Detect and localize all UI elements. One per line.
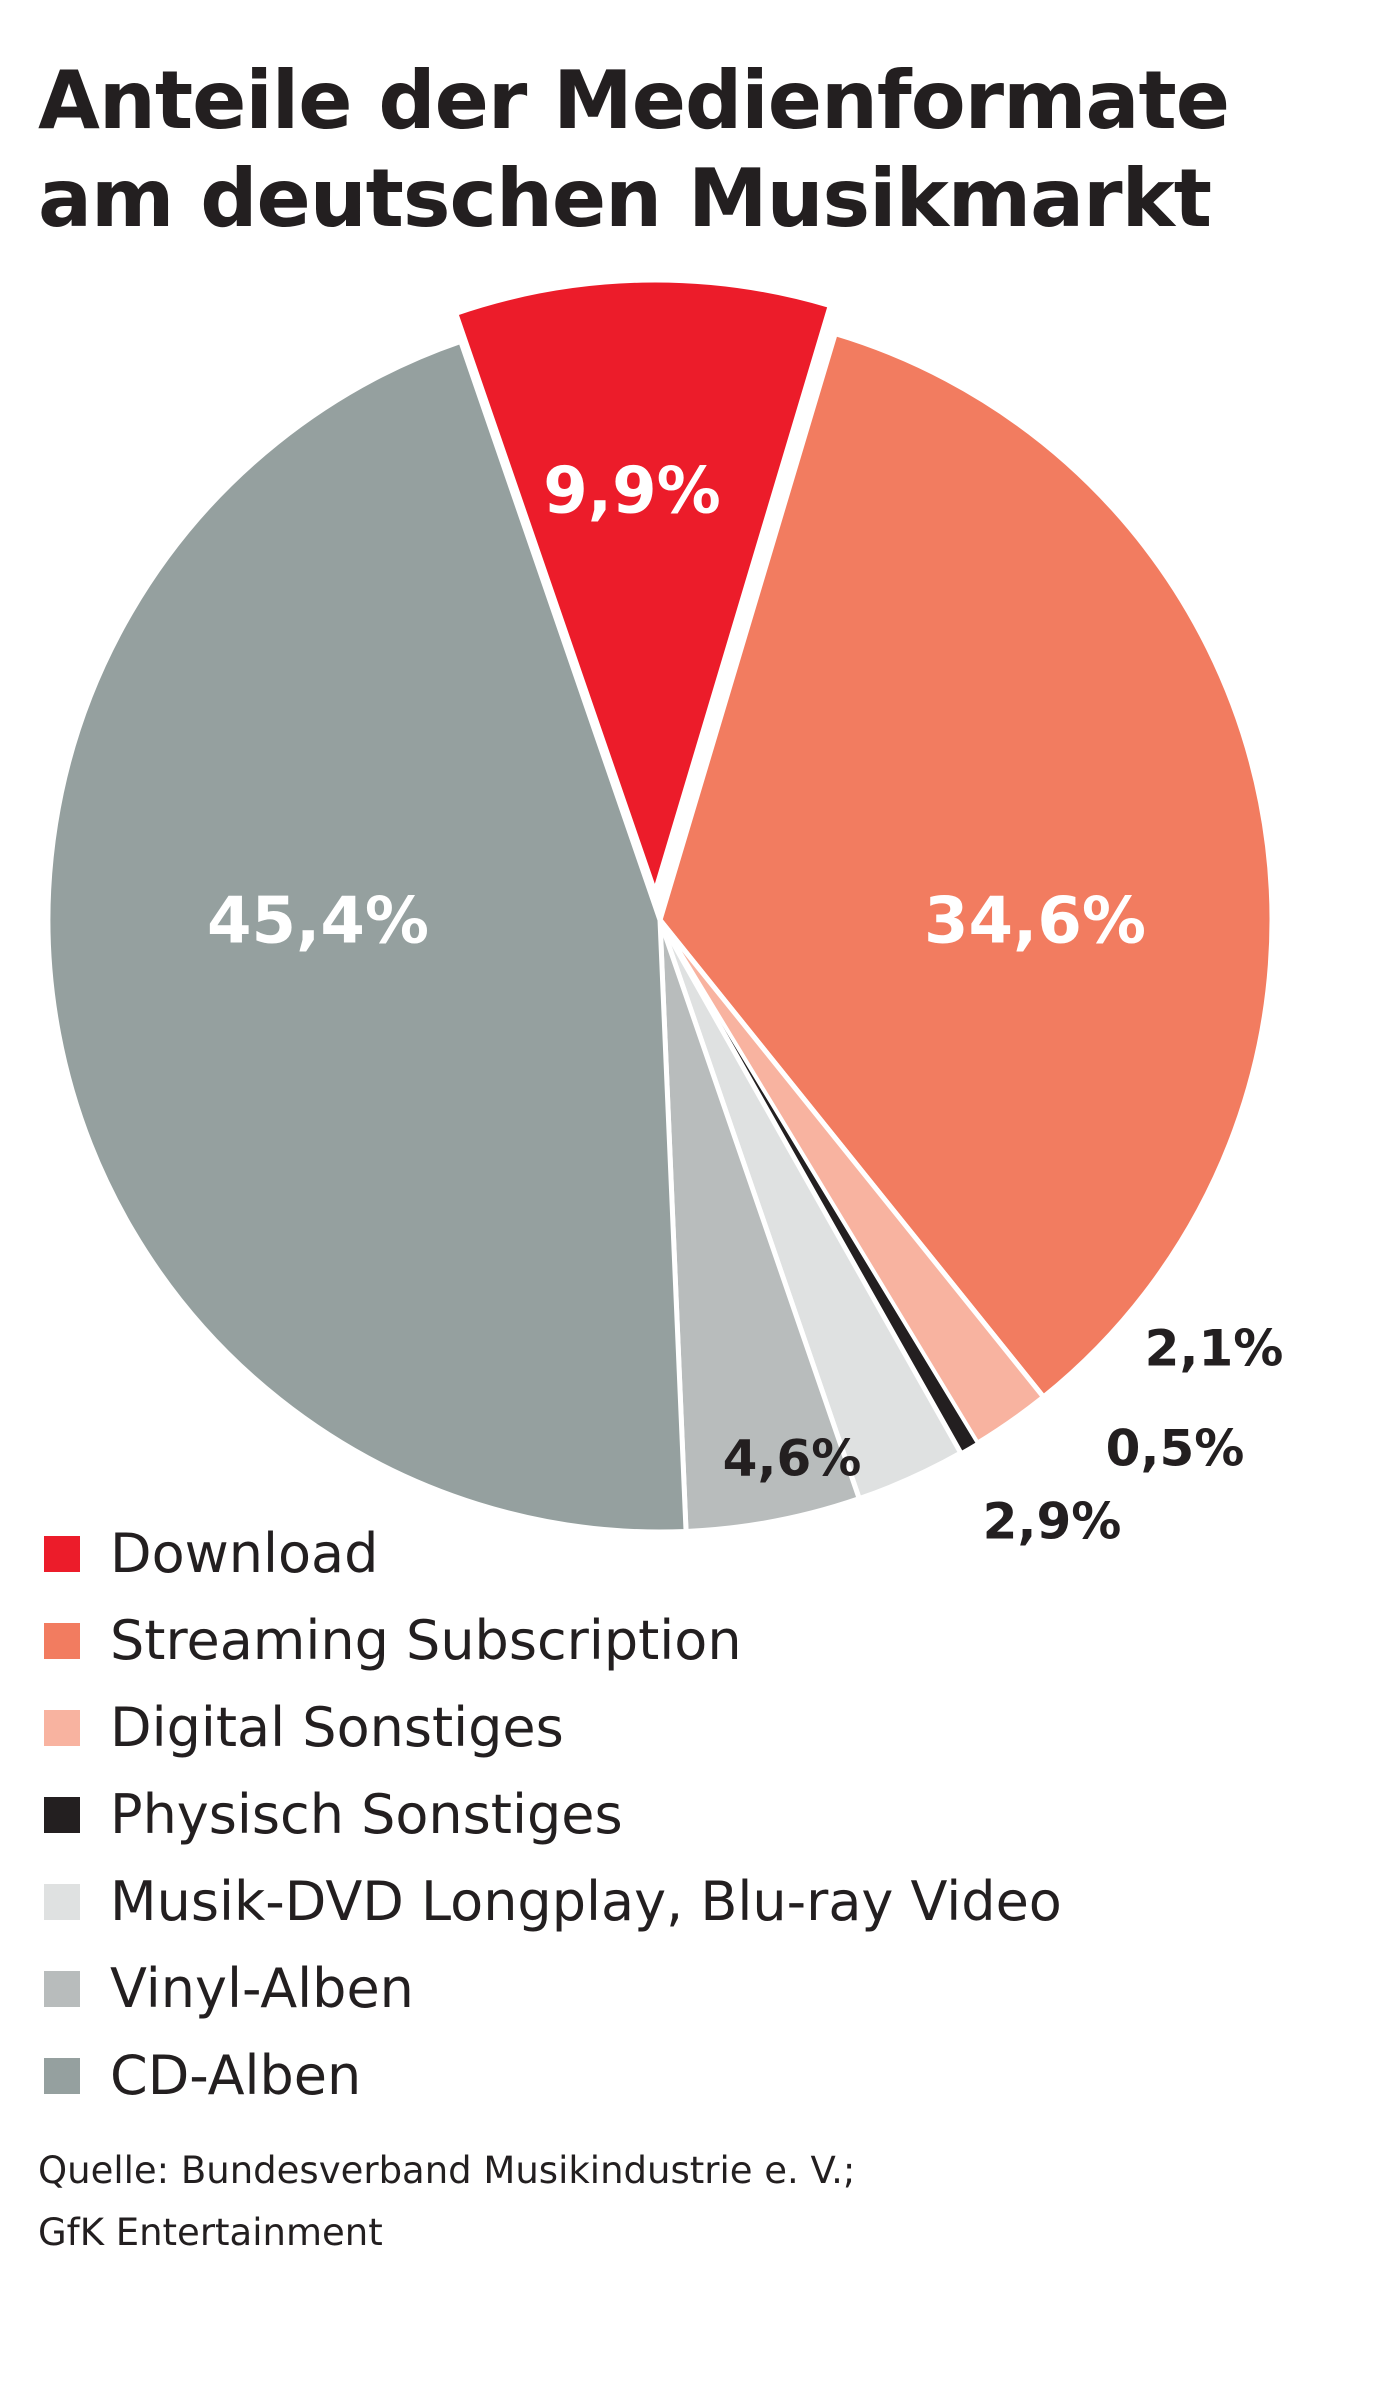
- slice-label-vinyl-alben: 4,6%: [723, 1430, 862, 1488]
- legend-label-musik-dvd: Musik-DVD Longplay, Blu-ray Video: [110, 1870, 1062, 1933]
- source-note: Quelle: Bundesverband Musikindustrie e. …: [38, 2140, 855, 2264]
- legend-item-digital-sonstiges: Digital Sonstiges: [44, 1684, 1062, 1771]
- legend-item-streaming-subscription: Streaming Subscription: [44, 1597, 1062, 1684]
- chart-title-line-1: Anteile der Medienformate: [38, 54, 1230, 147]
- legend-label-vinyl-alben: Vinyl-Alben: [110, 1957, 414, 2020]
- legend-swatch-streaming-subscription: [44, 1622, 80, 1659]
- pie-slice-cd-alben: [45, 338, 689, 1535]
- legend-item-vinyl-alben: Vinyl-Alben: [44, 1945, 1062, 2032]
- legend-swatch-digital-sonstiges: [44, 1709, 80, 1746]
- pie-slice-labels: 9,9% 34,6% 2,1% 0,5% 2,9% 4,6% 45,4%: [207, 455, 1283, 1551]
- legend-item-cd-alben: CD-Alben: [44, 2032, 1062, 2119]
- legend-label-cd-alben: CD-Alben: [110, 2044, 362, 2107]
- legend-label-physisch-sonstiges: Physisch Sonstiges: [110, 1783, 623, 1846]
- legend-item-download: Download: [44, 1510, 1062, 1597]
- source-line-1: Quelle: Bundesverband Musikindustrie e. …: [38, 2149, 856, 2192]
- legend-swatch-physisch-sonstiges: [44, 1796, 80, 1833]
- chart-title: Anteile der Medienformate am deutschen M…: [38, 52, 1358, 248]
- legend-swatch-vinyl-alben: [44, 1970, 80, 2007]
- legend: Download Streaming Subscription Digital …: [44, 1510, 1062, 2119]
- slice-label-digital-sonstiges: 2,1%: [1145, 1320, 1284, 1378]
- slice-label-cd-alben: 45,4%: [207, 885, 429, 959]
- chart-title-line-2: am deutschen Musikmarkt: [38, 152, 1212, 245]
- legend-label-digital-sonstiges: Digital Sonstiges: [110, 1696, 564, 1759]
- legend-swatch-musik-dvd: [44, 1883, 80, 1920]
- pie-slice-download: [453, 277, 833, 895]
- source-line-2: GfK Entertainment: [38, 2211, 383, 2254]
- legend-label-download: Download: [110, 1522, 379, 1585]
- legend-swatch-download: [44, 1535, 80, 1572]
- legend-item-physisch-sonstiges: Physisch Sonstiges: [44, 1771, 1062, 1858]
- pie-chart: 9,9% 34,6% 2,1% 0,5% 2,9% 4,6% 45,4%: [45, 277, 1284, 1551]
- legend-swatch-cd-alben: [44, 2057, 80, 2094]
- slice-label-physisch-sonstiges: 0,5%: [1106, 1420, 1245, 1478]
- pie-slice-vinyl-alben: [657, 917, 862, 1534]
- pie-slices: [45, 277, 1275, 1535]
- pie-slice-streaming-subscription: [657, 331, 1275, 1400]
- slice-label-musik-dvd-longplay-blu-ray-video: 2,9%: [983, 1493, 1122, 1551]
- legend-label-streaming-subscription: Streaming Subscription: [110, 1609, 742, 1672]
- slice-label-streaming-subscription: 34,6%: [924, 885, 1146, 959]
- slice-label-download: 9,9%: [543, 455, 721, 529]
- legend-item-musik-dvd: Musik-DVD Longplay, Blu-ray Video: [44, 1858, 1062, 1945]
